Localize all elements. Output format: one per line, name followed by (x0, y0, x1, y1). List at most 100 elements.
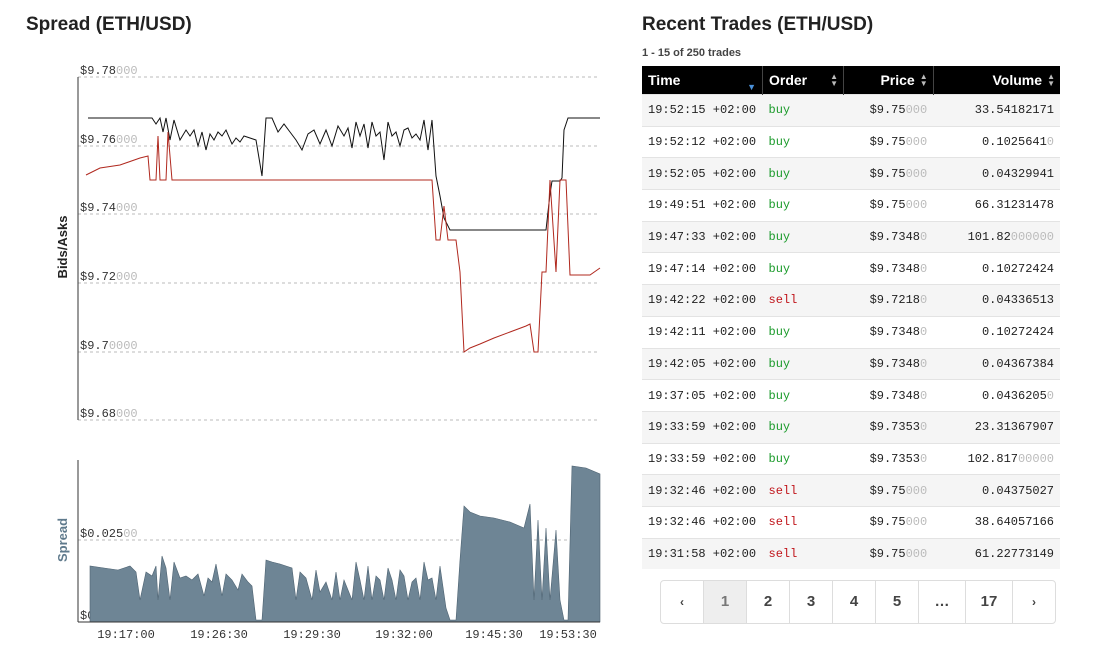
page-button-4[interactable]: 4 (833, 581, 876, 623)
col-header-volume[interactable]: Volume ▲ ▼ (933, 66, 1060, 95)
price-faded: 0 (919, 356, 928, 371)
trade-order: buy (762, 410, 844, 444)
trade-row: 19:52:15 +02:00 buy $9.75000 33.54182171 (642, 94, 1060, 127)
trades-count: 1 - 15 of 250 trades (642, 47, 742, 59)
bidask-y-ticks: $9.78000 $9.76000 $9.74000 $9.72000 $9.70000… (80, 64, 138, 421)
price-faded: 0 (919, 420, 928, 435)
price-strong: $9.75 (869, 546, 906, 561)
price-faded: 0 (919, 388, 928, 403)
trade-row: 19:31:58 +02:00 sell $9.75000 61.22773149 (642, 537, 1060, 570)
x-tick-label: 19:29:30 (283, 628, 341, 642)
trade-time: 19:47:14 +02:00 (642, 252, 763, 285)
trade-volume: 0.04329941 (933, 157, 1060, 190)
trade-row: 19:42:11 +02:00 buy $9.73480 0.10272424 (642, 315, 1060, 348)
volume-strong: 0.1025641 (981, 135, 1047, 150)
trade-time: 19:42:11 +02:00 (642, 315, 763, 348)
trade-volume: 0.04362050 (933, 379, 1060, 412)
col-header-time[interactable]: Time ▼ (642, 66, 763, 95)
trade-volume: 61.22773149 (933, 537, 1060, 570)
sort-updown-icon: ▲ ▼ (830, 72, 838, 88)
bidask-axis-label: Bids/Asks (55, 216, 70, 279)
trade-time: 19:42:22 +02:00 (642, 284, 763, 317)
trade-price: $9.75000 (843, 189, 934, 222)
price-strong: $9.75 (869, 166, 906, 181)
trade-volume: 0.04336513 (933, 284, 1060, 317)
trade-order: sell (762, 537, 844, 570)
trade-volume: 0.10256410 (933, 125, 1060, 158)
volume-strong: 38.64057166 (974, 515, 1054, 530)
price-strong: $9.7348 (869, 325, 920, 340)
x-tick-label: 19:26:30 (190, 628, 248, 642)
bid-series-line (85, 131, 601, 353)
bidask-y-tick-label: $9.70000 (80, 339, 138, 353)
volume-strong: 66.31231478 (974, 198, 1054, 213)
price-faded: 0 (919, 451, 928, 466)
volume-strong: 0.0436205 (981, 388, 1047, 403)
trade-time: 19:33:59 +02:00 (642, 410, 763, 444)
col-header-label: Volume (992, 72, 1042, 88)
price-faded: 0 (919, 230, 928, 245)
trade-order: buy (762, 379, 844, 412)
page-button-17[interactable]: 17 (966, 581, 1013, 623)
price-strong: $9.75 (869, 198, 906, 213)
trade-price: $9.73480 (843, 347, 934, 380)
pagination-ellipsis[interactable]: … (919, 581, 966, 623)
trade-time: 19:52:15 +02:00 (642, 94, 763, 127)
price-strong: $9.7348 (869, 356, 920, 371)
price-faded: 000 (905, 483, 928, 498)
x-tick-label: 19:53:30 (539, 628, 597, 642)
trade-row: 19:47:14 +02:00 buy $9.73480 0.10272424 (642, 252, 1060, 285)
trade-time: 19:32:46 +02:00 (642, 474, 763, 507)
trade-volume: 102.81700000 (933, 442, 1060, 475)
price-faded: 000 (905, 198, 928, 213)
col-header-price[interactable]: Price ▲ ▼ (843, 66, 934, 95)
trades-body: 19:52:15 +02:00 buy $9.75000 33.54182171 19:… (642, 94, 1060, 570)
trade-volume: 101.82000000 (933, 220, 1060, 253)
trade-volume: 0.10272424 (933, 315, 1060, 348)
page-button-2[interactable]: 2 (747, 581, 790, 623)
page-button-3[interactable]: 3 (790, 581, 833, 623)
trade-volume: 23.31367907 (933, 410, 1060, 444)
page-button-5[interactable]: 5 (876, 581, 919, 623)
sort-updown-icon: ▲ ▼ (1047, 72, 1055, 88)
spread-title: Spread (ETH/USD) (26, 14, 192, 35)
chevron-left-icon[interactable]: ‹ (661, 581, 704, 623)
price-faded: 0 (919, 261, 928, 276)
volume-strong: 0.04329941 (981, 166, 1054, 181)
volume-strong: 101.82 (967, 230, 1011, 245)
trade-row: 19:32:46 +02:00 sell $9.75000 0.04375027 (642, 474, 1060, 507)
trade-volume: 0.04375027 (933, 474, 1060, 507)
trade-volume: 66.31231478 (933, 189, 1060, 222)
volume-faded: 000000 (1010, 230, 1054, 245)
price-faded: 000 (905, 515, 928, 530)
trade-time: 19:47:33 +02:00 (642, 220, 763, 253)
trade-row: 19:47:33 +02:00 buy $9.73480 101.82000000 (642, 220, 1060, 253)
volume-strong: 0.04367384 (981, 356, 1054, 371)
time-x-ticks: 19:17:00 19:26:30 19:29:30 19:32:00 19:45:30… (78, 621, 600, 642)
trade-row: 19:52:12 +02:00 buy $9.75000 0.10256410 (642, 125, 1060, 158)
price-faded: 0 (919, 325, 928, 340)
trade-row: 19:42:05 +02:00 buy $9.73480 0.04367384 (642, 347, 1060, 380)
volume-strong: 0.10272424 (981, 261, 1054, 276)
trade-price: $9.75000 (843, 157, 934, 190)
trade-price: $9.75000 (843, 125, 934, 158)
trade-order: buy (762, 157, 844, 190)
price-strong: $9.75 (869, 103, 906, 118)
trade-price: $9.75000 (843, 94, 934, 127)
price-strong: $9.7348 (869, 388, 920, 403)
chevron-right-icon[interactable]: › (1032, 595, 1036, 609)
price-faded: 000 (905, 103, 928, 118)
col-header-order[interactable]: Order ▲ ▼ (762, 66, 844, 95)
trade-volume: 38.64057166 (933, 505, 1060, 539)
price-strong: $9.7348 (869, 261, 920, 276)
volume-faded: 00000 (1017, 451, 1054, 466)
trade-price: $9.73480 (843, 220, 934, 253)
spread-axis-label: Spread (55, 518, 70, 562)
page-button-1[interactable]: 1 (704, 581, 747, 623)
trade-time: 19:31:58 +02:00 (642, 537, 763, 570)
trade-order: buy (762, 125, 844, 158)
pagination: ‹ 1 2 3 4 5… 17 › (660, 580, 1056, 624)
trade-price: $9.73480 (843, 379, 934, 412)
trade-time: 19:32:46 +02:00 (642, 505, 763, 539)
price-faded: 000 (905, 546, 928, 561)
